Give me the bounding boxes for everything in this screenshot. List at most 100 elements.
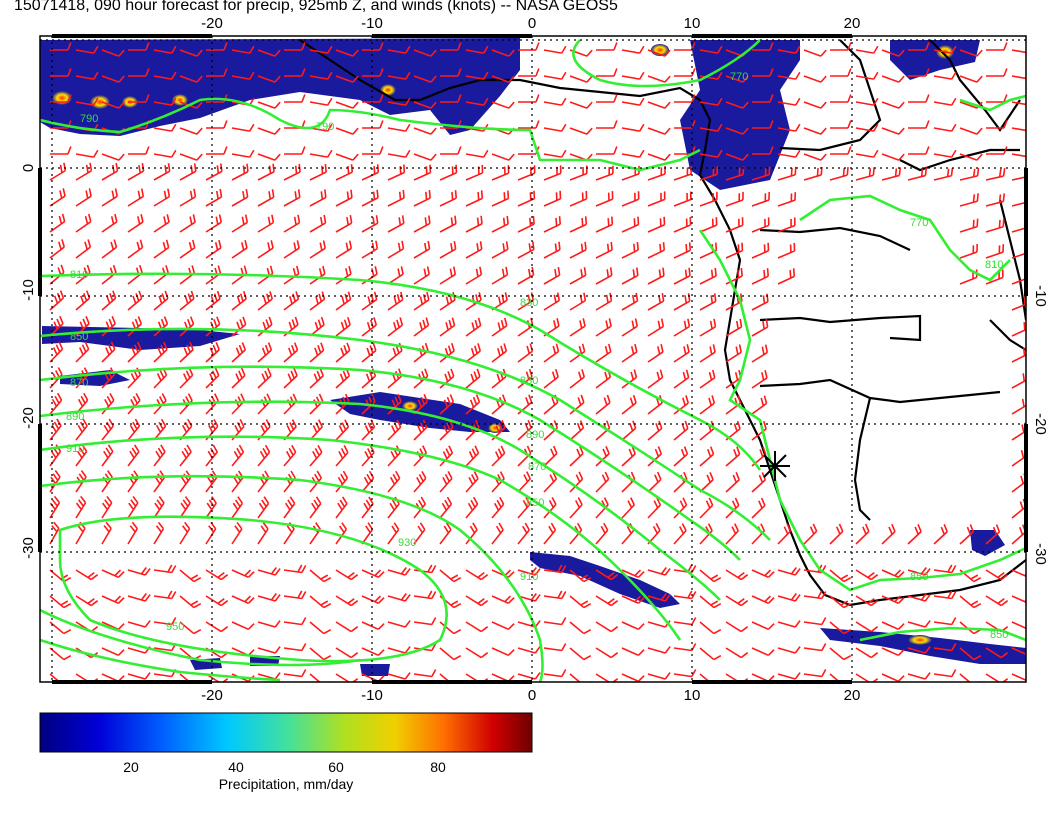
wind-barb <box>127 341 142 363</box>
wind-barb <box>75 213 92 233</box>
wind-barb <box>595 569 619 581</box>
wind-barb <box>595 471 610 493</box>
wind-barb <box>491 595 515 605</box>
wind-barb <box>440 68 462 77</box>
wind-barb <box>413 215 431 233</box>
wind-barb <box>699 149 723 158</box>
wind-barb <box>621 318 638 337</box>
contour-label: 770 <box>910 217 928 229</box>
wind-barb <box>491 266 509 285</box>
lon-ticks-top: -20 -10 0 10 20 <box>201 15 860 32</box>
wind-barb <box>284 42 306 51</box>
wind-barb <box>206 120 228 129</box>
wind-barb <box>231 71 255 80</box>
wind-barb <box>673 191 692 207</box>
wind-barb <box>777 45 801 54</box>
wind-barb <box>127 163 145 181</box>
wind-barb <box>128 94 150 103</box>
wind-barb <box>699 673 721 682</box>
contour-label: 910 <box>66 443 84 455</box>
wind-barb <box>855 523 870 545</box>
wind-barb <box>413 75 437 83</box>
wind-barb <box>777 123 801 132</box>
wind-barb <box>309 621 332 635</box>
frame-bar <box>38 424 42 552</box>
wind-barb <box>621 97 645 106</box>
wind-barb <box>647 566 671 576</box>
wind-barb <box>128 146 150 155</box>
wind-barb <box>101 392 115 415</box>
wind-barb <box>751 647 775 657</box>
wind-barb <box>491 49 515 57</box>
wind-barb <box>50 68 72 77</box>
contour-label: 870 <box>70 377 88 389</box>
wind-barb <box>101 621 125 631</box>
wind-barb <box>543 564 567 574</box>
wind-barb <box>908 68 930 77</box>
wind-barb <box>855 45 879 54</box>
wind-barb <box>257 189 275 207</box>
wind-barb <box>621 446 636 467</box>
wind-barb <box>751 595 775 605</box>
wind-barb <box>205 595 229 607</box>
wind-barb <box>777 672 801 680</box>
contour-label: 850 <box>910 571 928 583</box>
contour-label: 850 <box>526 497 544 509</box>
wind-barb <box>231 342 247 363</box>
wind-barb <box>153 521 165 545</box>
wind-barb <box>231 123 255 132</box>
wind-barb <box>517 646 541 654</box>
wind-barb <box>257 214 275 233</box>
wind-barb <box>127 620 151 628</box>
lat-ticks-right: -10 -20 -30 <box>1032 285 1049 565</box>
wind-barb <box>465 343 482 363</box>
wind-barb <box>830 120 852 129</box>
wind-barb <box>830 42 852 51</box>
wind-barb <box>777 242 796 259</box>
wind-barb <box>257 496 270 519</box>
coastline-borders <box>299 39 1026 607</box>
wind-barb <box>179 127 203 135</box>
wind-barb <box>933 123 957 132</box>
wind-barb <box>439 317 456 337</box>
wind-barb <box>491 496 505 519</box>
wind-barb <box>387 620 411 628</box>
wind-barb <box>257 75 281 83</box>
wind-barb <box>543 590 567 600</box>
wind-barb <box>439 394 455 415</box>
wind-barb <box>647 153 671 161</box>
wind-barb <box>673 318 691 337</box>
wind-barb <box>725 344 742 363</box>
wind-barb <box>803 153 827 161</box>
wind-barb <box>49 495 61 519</box>
wind-barb <box>491 153 515 161</box>
wind-barb <box>491 343 508 363</box>
wind-barb <box>179 49 203 57</box>
wind-barb <box>933 643 957 652</box>
wind-barb <box>413 617 437 626</box>
wind-barb <box>362 120 384 129</box>
lat-tick-left: 0 <box>20 164 37 172</box>
wind-barb <box>647 343 664 363</box>
lat-tick-left: -10 <box>20 279 37 301</box>
wind-barb <box>699 344 716 363</box>
wind-barb <box>855 149 879 158</box>
wind-barb <box>959 153 983 161</box>
wind-barb <box>907 672 931 680</box>
wind-barb <box>413 291 430 311</box>
map-frame <box>39 35 1027 683</box>
wind-barb <box>127 495 139 519</box>
wind-barb <box>830 94 852 103</box>
wind-barb <box>231 367 246 389</box>
wind-barb <box>283 669 307 678</box>
wind-barb <box>283 496 296 519</box>
wind-barb <box>986 146 1008 155</box>
wind-barb <box>387 672 411 680</box>
wind-barb <box>543 343 560 363</box>
wind-barb <box>491 647 515 657</box>
wind-barb <box>179 673 201 682</box>
wind-barb <box>647 369 664 389</box>
wind-barb <box>855 123 879 132</box>
contour-label: 810 <box>985 259 1003 271</box>
